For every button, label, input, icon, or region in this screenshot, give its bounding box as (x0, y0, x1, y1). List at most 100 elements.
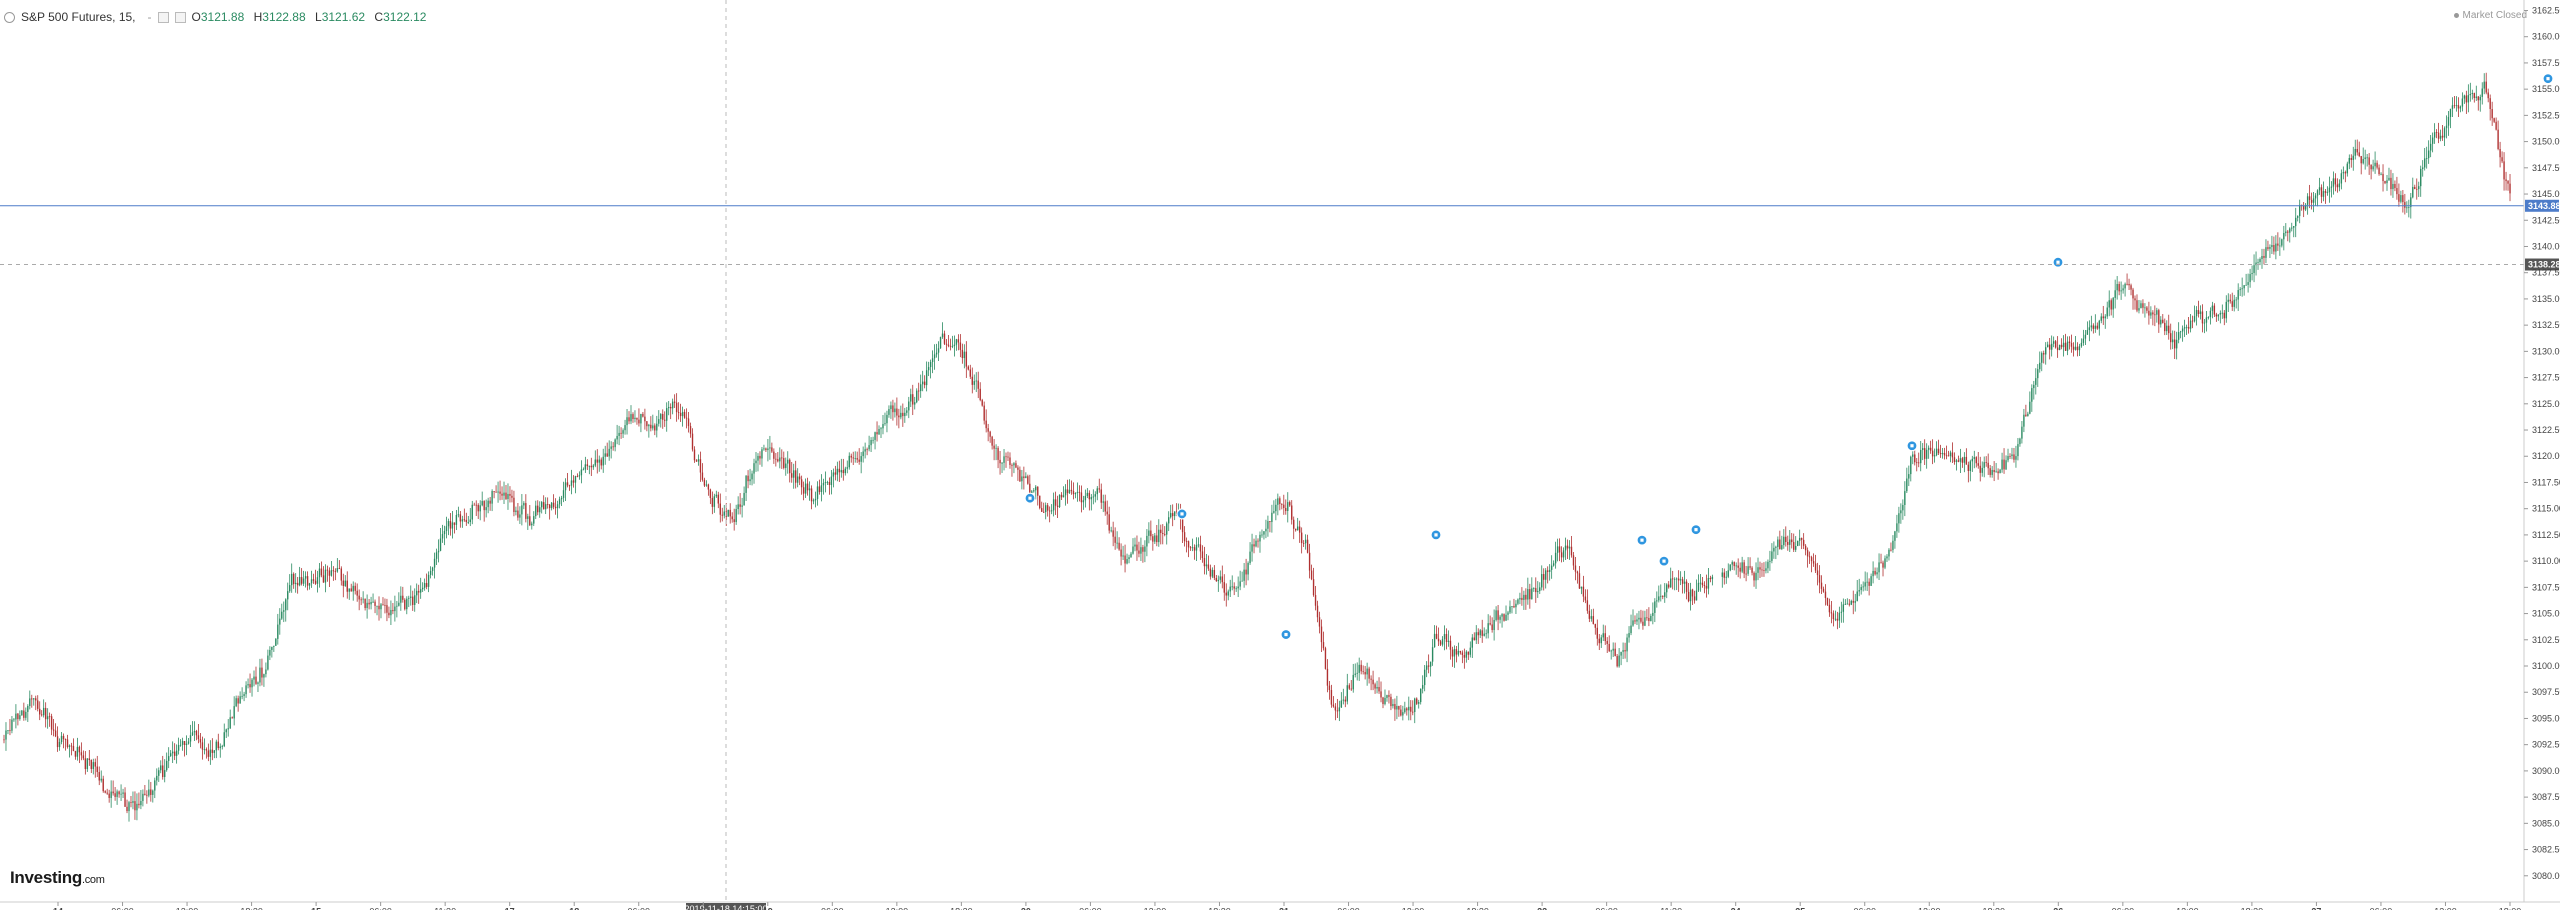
candle-down (1890, 542, 1892, 552)
candle-down (489, 496, 491, 511)
close-value: 3122.12 (383, 10, 427, 24)
candle-down (1201, 545, 1204, 563)
candle-up (348, 588, 350, 600)
x-tick-label: 06:00 (1337, 906, 1360, 910)
candle-up (614, 438, 616, 452)
candle-up (1933, 448, 1936, 463)
event-marker-icon[interactable] (1658, 555, 1670, 567)
candle-up (2479, 94, 2481, 112)
event-marker-icon[interactable] (2052, 256, 2064, 268)
candle-down (1124, 544, 1126, 573)
candle-up (1050, 504, 1053, 515)
candle-up (2366, 153, 2368, 167)
candle-down (88, 749, 91, 766)
event-marker-icon[interactable] (1176, 508, 1188, 520)
candle-up (2031, 384, 2033, 412)
candle-up (2418, 181, 2420, 197)
candle-up (1908, 465, 1910, 487)
candle-up (1765, 561, 1767, 574)
candle-up (1173, 511, 1176, 521)
settings-box-icon[interactable] (157, 11, 169, 23)
candle-down (1209, 564, 1212, 580)
candle-down (2503, 152, 2505, 191)
candle-up (535, 500, 537, 520)
candle-up (1955, 458, 1958, 471)
candle-up (2338, 179, 2341, 192)
candle-down (144, 785, 146, 796)
candle-down (2382, 164, 2384, 192)
candle-down (1138, 541, 1140, 558)
candle-down (1543, 568, 1545, 591)
candle-up (2116, 276, 2118, 300)
candle-up (1973, 450, 1975, 469)
candle-up (2400, 190, 2402, 204)
candle-down (691, 428, 694, 452)
candle-up (2084, 329, 2087, 346)
candle-down (1253, 538, 1255, 554)
candle-up (2420, 165, 2422, 197)
event-marker-icon[interactable] (1636, 534, 1648, 546)
candle-up (574, 475, 577, 494)
close-label: C (374, 10, 384, 24)
candle-down (320, 561, 323, 578)
candle-up (225, 728, 227, 739)
candle-up (2318, 177, 2321, 195)
candle-up (814, 491, 817, 508)
candle-down (1793, 533, 1795, 552)
candle-up (1568, 540, 1571, 560)
candle-up (2431, 132, 2434, 153)
candle-up (2027, 411, 2029, 417)
event-marker-icon[interactable] (1906, 440, 1918, 452)
candle-up (1227, 589, 1229, 601)
candle-up (666, 402, 668, 432)
candle-up (1789, 530, 1791, 552)
investing-logo[interactable]: Investing.com (10, 868, 105, 888)
candle-up (2449, 108, 2452, 129)
candle-down (1868, 578, 1870, 596)
candle-up (2346, 161, 2349, 177)
candle-down (902, 403, 904, 427)
candle-down (2164, 318, 2166, 336)
candle-down (866, 447, 868, 456)
candle-down (2142, 299, 2144, 314)
event-marker-icon[interactable] (2542, 73, 2554, 85)
candle-down (56, 726, 59, 752)
candle-up (2261, 248, 2263, 269)
candle-up (1892, 535, 1894, 553)
collapse-icon[interactable] (4, 11, 15, 23)
candle-down (2110, 298, 2112, 316)
candle-down (453, 522, 456, 534)
candle-up (761, 447, 763, 467)
candle-up (933, 344, 936, 370)
candle-up (289, 574, 291, 593)
candle-up (2481, 82, 2483, 105)
event-marker-icon[interactable] (1280, 628, 1292, 641)
candle-down (1951, 442, 1954, 464)
candle-down (306, 571, 309, 591)
event-marker-icon[interactable] (1024, 492, 1036, 504)
y-axis: 3080.00 3082.50 3085.00 3087.50 3090.00 3092.… (2523, 0, 2560, 902)
candle-up (1854, 593, 1856, 612)
candle-up (253, 670, 255, 687)
candle-up (429, 566, 432, 579)
candle-up (1971, 455, 1974, 472)
candle-down (987, 423, 989, 442)
event-marker-icon[interactable] (1690, 524, 1702, 536)
candle-down (2320, 184, 2323, 204)
candle-up (1632, 609, 1634, 627)
candle-up (2386, 175, 2388, 191)
candle-up (1652, 602, 1654, 625)
candle-up (1249, 542, 1251, 565)
candle-up (507, 483, 509, 510)
candle-down (918, 382, 920, 401)
candle-down (2310, 192, 2313, 210)
close-box-icon[interactable] (174, 11, 186, 23)
candle-up (1052, 492, 1055, 517)
event-marker-icon[interactable] (1430, 529, 1442, 541)
candle-up (1447, 630, 1450, 647)
candle-down (356, 583, 358, 602)
candle-down (1390, 693, 1392, 711)
candle-up (1773, 541, 1775, 559)
candle-up (864, 442, 866, 459)
